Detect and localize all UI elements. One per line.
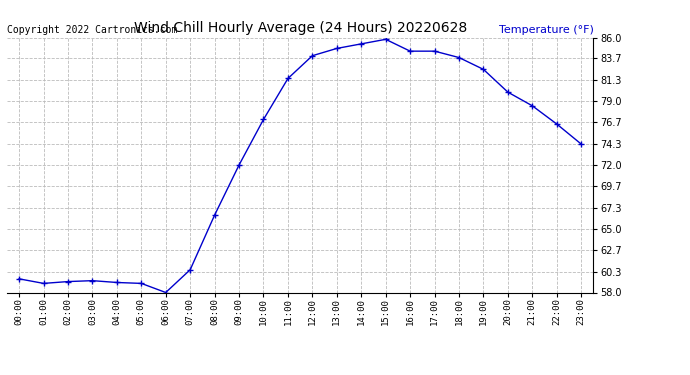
Text: Temperature (°F): Temperature (°F) <box>498 25 593 35</box>
Text: Copyright 2022 Cartronics.com: Copyright 2022 Cartronics.com <box>7 25 177 35</box>
Title: Wind Chill Hourly Average (24 Hours) 20220628: Wind Chill Hourly Average (24 Hours) 202… <box>134 21 466 35</box>
